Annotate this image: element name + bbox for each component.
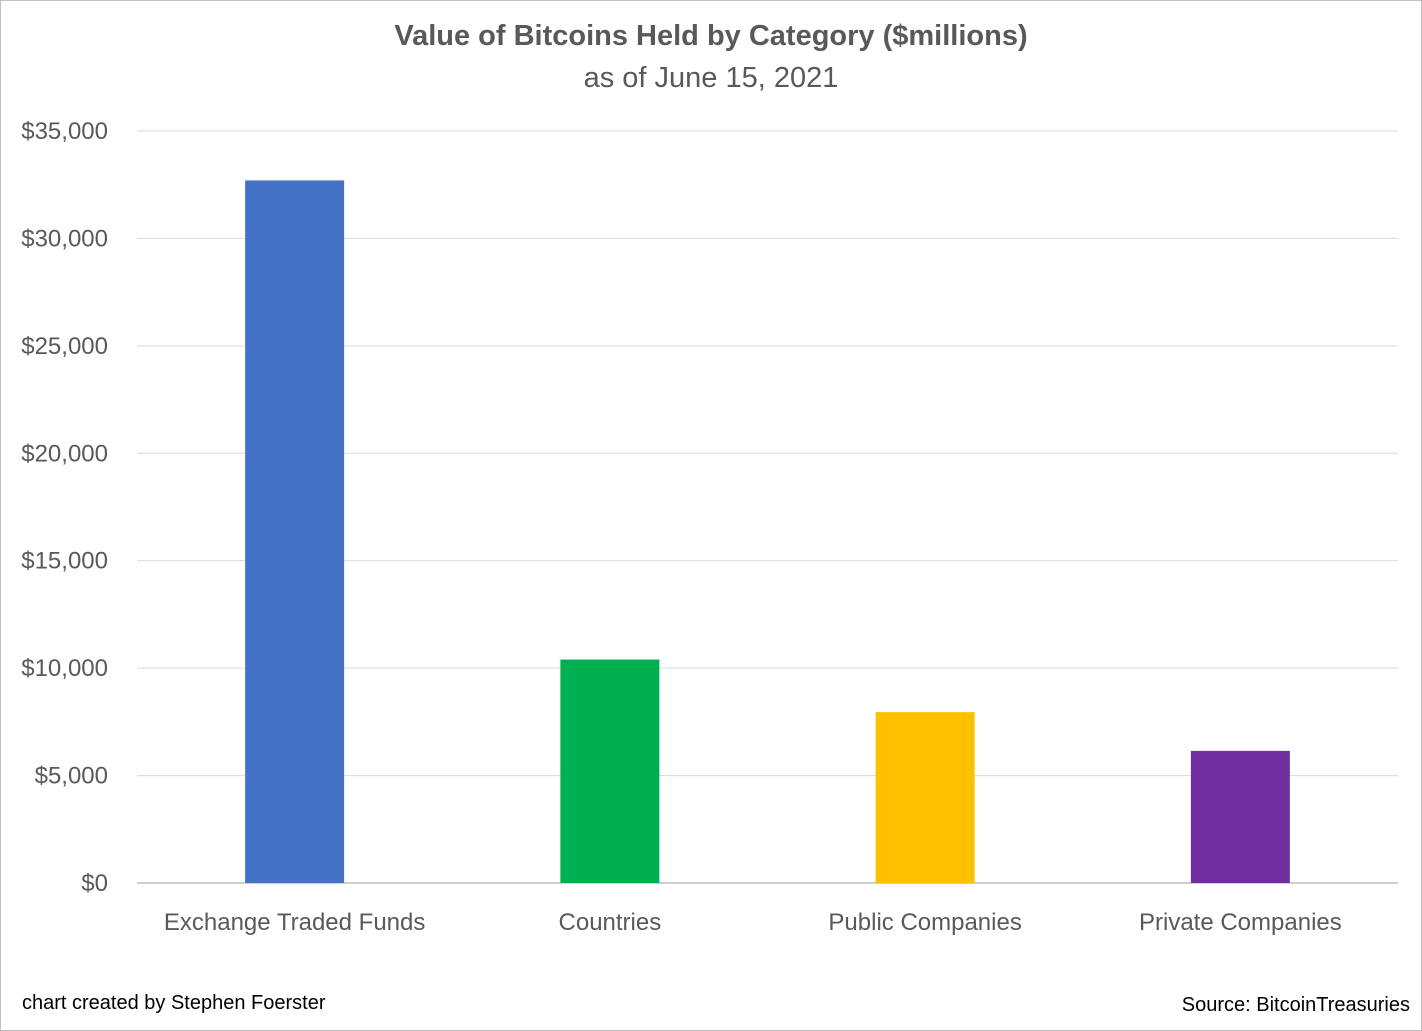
x-category-label: Exchange Traded Funds: [164, 909, 426, 936]
chart-title: Value of Bitcoins Held by Category ($mil…: [394, 20, 1028, 52]
y-tick-label: $10,000: [21, 655, 108, 682]
bar-private-companies: [1190, 750, 1290, 883]
y-tick-label: $20,000: [21, 440, 108, 467]
x-category-label: Public Companies: [828, 909, 1021, 936]
bar-exchange-traded-funds: [245, 180, 345, 884]
gridlines: [137, 130, 1398, 884]
chart-credit: chart created by Stephen Foerster: [22, 992, 326, 1014]
x-axis-category-labels: Exchange Traded Funds Countries Public Com…: [164, 909, 1342, 936]
x-category-label: Private Companies: [1139, 909, 1342, 936]
bar-public-companies: [875, 712, 975, 883]
y-tick-label: $25,000: [21, 333, 108, 360]
bars: [245, 180, 1290, 884]
bar-countries: [560, 659, 660, 883]
y-tick-label: $15,000: [21, 548, 108, 575]
y-tick-label: $0: [81, 870, 108, 897]
chart-subtitle: as of June 15, 2021: [583, 62, 839, 94]
y-tick-label: $5,000: [35, 763, 108, 790]
y-tick-label: $35,000: [21, 118, 108, 145]
x-category-label: Countries: [559, 909, 662, 936]
y-tick-label: $30,000: [21, 225, 108, 252]
y-axis-tick-labels: $0 $5,000 $10,000 $15,000 $20,000 $25,000 $30,…: [21, 118, 108, 897]
chart-source: Source: BitcoinTreasuries: [1181, 994, 1410, 1016]
